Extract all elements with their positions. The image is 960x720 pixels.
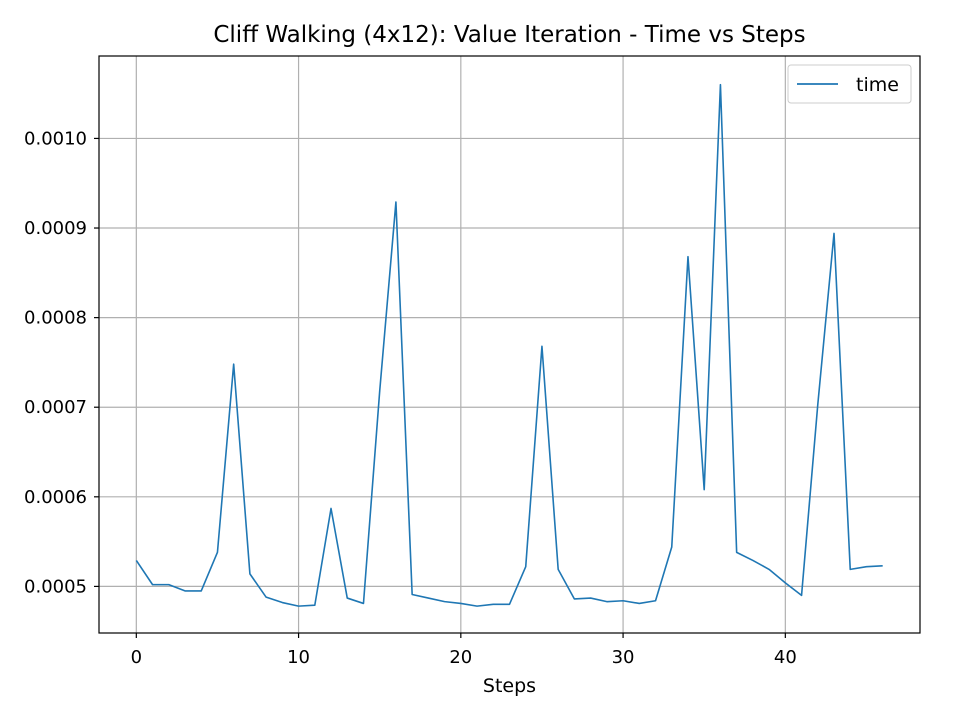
x-tick-label: 30 <box>612 647 635 668</box>
data-point <box>166 582 171 587</box>
data-point <box>832 231 837 236</box>
data-point <box>653 598 658 603</box>
y-tick-label: 0.0009 <box>24 218 87 239</box>
data-point <box>539 344 544 349</box>
data-point <box>442 599 447 604</box>
data-point <box>572 596 577 601</box>
legend: time <box>787 64 912 104</box>
legend-label-time: time <box>856 74 899 96</box>
y-axis: 0.0005 0.0006 0.0007 0.0008 0.0009 0.0010 <box>24 128 99 597</box>
x-tick-label: 0 <box>131 647 142 668</box>
chart-title: Cliff Walking (4x12): Value Iteration - … <box>213 22 805 48</box>
data-point <box>312 603 317 608</box>
data-point <box>588 596 593 601</box>
plot-frame <box>98 55 921 634</box>
x-tick-label: 10 <box>287 647 310 668</box>
data-point <box>507 602 512 607</box>
legend-box <box>787 64 912 104</box>
y-tick-label: 0.0008 <box>24 308 87 329</box>
data-point <box>637 601 642 606</box>
data-point <box>296 604 301 609</box>
y-tick-label: 0.0006 <box>24 487 87 508</box>
data-point <box>393 200 398 205</box>
data-point <box>329 506 334 511</box>
data-point <box>280 600 285 605</box>
y-tick-label: 0.0007 <box>24 397 87 418</box>
data-point <box>345 596 350 601</box>
data-point <box>621 598 626 603</box>
data-point <box>215 550 220 555</box>
data-point <box>491 602 496 607</box>
data-point <box>264 595 269 600</box>
data-point <box>426 596 431 601</box>
x-axis-title: Steps <box>483 675 536 697</box>
data-point <box>199 588 204 593</box>
series-layer <box>134 82 885 609</box>
data-point <box>783 580 788 585</box>
x-axis: 0 10 20 30 40 <box>131 633 797 668</box>
data-point <box>150 582 155 587</box>
data-point <box>799 593 804 598</box>
data-point <box>864 564 869 569</box>
data-point <box>734 550 739 555</box>
x-tick-label: 40 <box>774 647 797 668</box>
y-tick-label: 0.0010 <box>24 128 87 149</box>
data-point <box>848 567 853 572</box>
data-point <box>247 571 252 576</box>
data-point <box>361 601 366 606</box>
data-point <box>767 567 772 572</box>
series-line-time <box>135 83 883 607</box>
data-point <box>556 567 561 572</box>
plot-area <box>99 56 920 633</box>
data-point <box>669 544 674 549</box>
data-point <box>377 389 382 394</box>
data-point <box>718 82 723 87</box>
data-point <box>815 402 820 407</box>
data-point <box>702 487 707 492</box>
data-point <box>231 362 236 367</box>
data-point <box>523 564 528 569</box>
data-point <box>604 599 609 604</box>
data-point <box>458 601 463 606</box>
grid-lines <box>99 56 920 633</box>
data-point <box>134 558 139 563</box>
data-point <box>880 563 885 568</box>
y-tick-label: 0.0005 <box>24 576 87 597</box>
data-point <box>410 592 415 597</box>
data-point <box>475 604 480 609</box>
data-point <box>685 254 690 259</box>
data-point <box>182 588 187 593</box>
data-point <box>750 558 755 563</box>
x-tick-label: 20 <box>449 647 472 668</box>
